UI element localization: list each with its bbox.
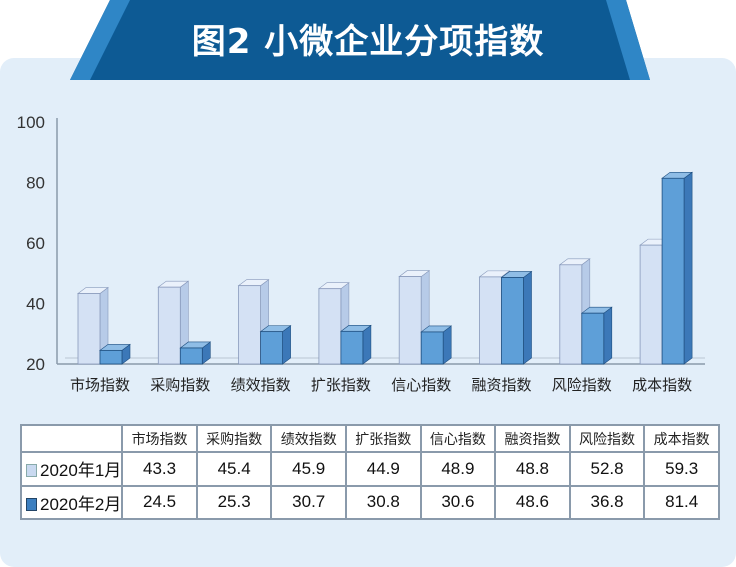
bar-front <box>77 293 101 365</box>
bar-front <box>179 347 203 365</box>
column-header: 采购指数 <box>195 423 273 454</box>
bar-front <box>661 177 685 365</box>
table-cell: 48.9 <box>419 451 497 487</box>
bar-feb <box>580 306 613 365</box>
bar-feb <box>99 343 131 365</box>
table-cell: 48.8 <box>494 451 571 487</box>
column-header: 信心指数 <box>419 423 497 454</box>
bar-front <box>238 285 262 365</box>
bar-jan <box>77 286 109 365</box>
table-cell: 43.3 <box>121 451 198 487</box>
bar-feb <box>500 270 533 365</box>
bar-side <box>282 325 291 365</box>
table-cell: 45.9 <box>270 451 348 487</box>
bar-feb <box>179 341 212 365</box>
legend-label: 2020年2月 <box>40 494 122 514</box>
table-header-row: 市场指数 采购指数 绩效指数 扩张指数 信心指数 融资指数 风险指数 成本指数 <box>19 423 720 454</box>
legend-feb: 2020年2月 <box>19 484 124 521</box>
bar-feb <box>661 171 693 365</box>
x-tick-label: 风险指数 <box>552 377 612 394</box>
x-tick-label: 融资指数 <box>471 377 531 394</box>
legend-swatch-jan <box>26 464 37 478</box>
data-table: 市场指数 采购指数 绩效指数 扩张指数 信心指数 融资指数 风险指数 成本指数 2020年1月… <box>19 423 720 521</box>
table-cell: 52.8 <box>568 451 646 487</box>
table-cell: 48.6 <box>494 484 571 521</box>
table-row: 2020年1月 43.3 45.4 45.9 44.9 48.9 48.8 52.8 59.3 <box>19 451 720 487</box>
bar-chart: 20 40 60 80 100 市场指数 采购指数 绩效指数 扩张指数 信心指数 融资指数 风险指数 成… <box>17 113 705 394</box>
y-tick-label: 80 <box>26 174 45 193</box>
column-header: 风险指数 <box>568 423 646 454</box>
y-tick-label: 60 <box>26 234 45 253</box>
bar-front <box>420 331 444 365</box>
x-tick-label: 采购指数 <box>150 377 210 394</box>
table-cell: 24.5 <box>121 484 198 521</box>
y-tick-label: 40 <box>26 295 45 314</box>
table-cell: 36.8 <box>568 484 646 521</box>
x-tick-label: 信心指数 <box>391 377 451 394</box>
table-cell: 30.8 <box>345 484 422 521</box>
bar-side <box>523 270 532 365</box>
bar-front <box>99 349 123 365</box>
table-row: 2020年2月 24.5 25.3 30.7 30.8 30.6 48.6 36.8 81.4 <box>19 484 720 521</box>
table-cell: 30.7 <box>270 484 348 521</box>
bar-front <box>559 264 583 365</box>
title-banner <box>70 0 650 80</box>
table-cell: 45.4 <box>195 451 273 487</box>
bar-jan <box>157 280 190 365</box>
x-tick-label: 市场指数 <box>70 377 130 394</box>
bar-feb <box>339 324 372 365</box>
column-header: 成本指数 <box>643 423 720 454</box>
bar-feb <box>420 325 453 365</box>
bar-side <box>442 325 452 365</box>
bar-front <box>479 276 502 365</box>
legend-label: 2020年1月 <box>40 461 122 481</box>
x-tick-label: 绩效指数 <box>231 377 291 394</box>
table-cell: 59.3 <box>643 451 720 487</box>
column-header: 扩张指数 <box>345 423 422 454</box>
y-tick-label: 20 <box>26 355 45 374</box>
bar-feb <box>259 325 292 365</box>
table-cell: 30.6 <box>419 484 497 521</box>
bar-front <box>260 331 284 365</box>
table-cell: 44.9 <box>345 451 422 487</box>
bar-side <box>683 171 693 365</box>
x-tick-label: 成本指数 <box>632 377 692 394</box>
bar-front <box>398 276 422 365</box>
column-header: 融资指数 <box>494 423 571 454</box>
bar-front <box>157 286 181 365</box>
bar-front <box>340 330 364 365</box>
x-tick-label: 扩张指数 <box>311 377 371 394</box>
bar-side <box>603 306 613 365</box>
y-tick-label: 100 <box>17 113 45 132</box>
bar-side <box>362 324 372 365</box>
column-header: 绩效指数 <box>270 423 348 454</box>
table-cell: 25.3 <box>195 484 273 521</box>
bar-front <box>639 244 663 365</box>
bar-front <box>501 277 524 365</box>
chart-title: 图2 小微企业分项指数 <box>191 22 545 62</box>
legend-swatch-feb <box>26 497 37 511</box>
legend-jan: 2020年1月 <box>19 451 124 487</box>
bar-front <box>581 312 605 365</box>
table-cell: 81.4 <box>643 484 720 521</box>
table-corner <box>19 423 124 454</box>
column-header: 市场指数 <box>121 423 198 454</box>
bar-front <box>318 288 342 365</box>
